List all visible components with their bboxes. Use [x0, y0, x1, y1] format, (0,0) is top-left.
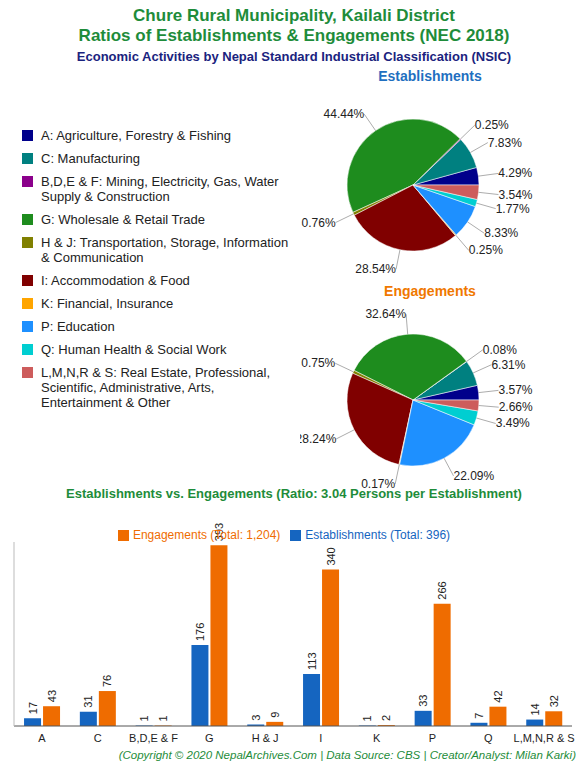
- svg-text:6.31%: 6.31%: [491, 358, 525, 372]
- svg-text:4.29%: 4.29%: [498, 166, 532, 180]
- svg-text:33: 33: [417, 695, 429, 707]
- svg-text:B,D,E & F: B,D,E & F: [129, 732, 178, 744]
- svg-text:I: I: [319, 732, 322, 744]
- svg-text:0.08%: 0.08%: [483, 343, 517, 357]
- svg-text:P: P: [429, 732, 436, 744]
- svg-text:2: 2: [380, 715, 392, 721]
- svg-text:28.24%: 28.24%: [300, 432, 337, 446]
- svg-text:2.66%: 2.66%: [499, 400, 533, 414]
- svg-text:0.25%: 0.25%: [475, 118, 509, 132]
- svg-text:1.77%: 1.77%: [496, 202, 530, 216]
- svg-text:1: 1: [138, 715, 150, 721]
- svg-text:22.09%: 22.09%: [454, 469, 495, 483]
- svg-text:31: 31: [82, 695, 94, 707]
- svg-text:7: 7: [473, 713, 485, 719]
- svg-text:0.75%: 0.75%: [301, 356, 335, 370]
- svg-text:3.54%: 3.54%: [498, 188, 532, 202]
- svg-text:C: C: [94, 732, 102, 744]
- svg-text:3: 3: [250, 714, 262, 720]
- svg-text:32: 32: [548, 695, 560, 707]
- svg-text:14: 14: [529, 703, 541, 715]
- svg-text:8.33%: 8.33%: [484, 226, 518, 240]
- svg-text:1: 1: [361, 715, 373, 721]
- svg-text:G: G: [205, 732, 214, 744]
- svg-text:43: 43: [46, 690, 58, 702]
- svg-text:28.54%: 28.54%: [355, 262, 396, 274]
- svg-text:266: 266: [436, 581, 448, 599]
- svg-text:0.25%: 0.25%: [469, 243, 503, 257]
- svg-text:44.44%: 44.44%: [324, 107, 365, 121]
- svg-text:7.83%: 7.83%: [488, 136, 522, 150]
- svg-text:H & J: H & J: [252, 732, 279, 744]
- svg-text:A: A: [38, 732, 46, 744]
- svg-text:32.64%: 32.64%: [365, 307, 406, 321]
- svg-text:3.57%: 3.57%: [498, 383, 532, 397]
- svg-text:9: 9: [269, 712, 281, 718]
- svg-text:K: K: [373, 732, 381, 744]
- svg-text:3.49%: 3.49%: [496, 416, 530, 430]
- svg-text:393: 393: [213, 523, 225, 541]
- svg-text:1: 1: [157, 715, 169, 721]
- svg-text:17: 17: [27, 702, 39, 714]
- svg-text:340: 340: [325, 547, 337, 565]
- svg-text:0.76%: 0.76%: [302, 216, 336, 230]
- svg-text:L,M,N,R & S: L,M,N,R & S: [514, 732, 575, 744]
- svg-text:76: 76: [101, 675, 113, 687]
- svg-text:176: 176: [194, 623, 206, 641]
- svg-text:Q: Q: [484, 732, 493, 744]
- svg-text:113: 113: [306, 652, 318, 670]
- svg-text:42: 42: [492, 690, 504, 702]
